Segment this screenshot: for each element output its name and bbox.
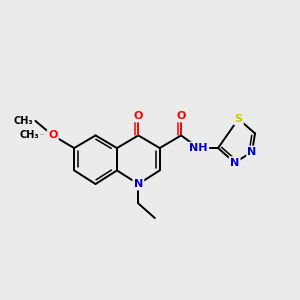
Text: O: O [134, 111, 143, 121]
Text: S: S [235, 114, 242, 124]
Text: O: O [176, 111, 186, 121]
Text: N: N [230, 158, 239, 168]
Text: CH₃: CH₃ [20, 130, 39, 140]
Text: O: O [48, 130, 58, 140]
Text: CH₃: CH₃ [14, 116, 33, 126]
Text: NH: NH [189, 143, 208, 153]
Text: N: N [134, 179, 143, 189]
Text: methoxy: methoxy [39, 134, 45, 135]
Text: N: N [248, 147, 257, 157]
